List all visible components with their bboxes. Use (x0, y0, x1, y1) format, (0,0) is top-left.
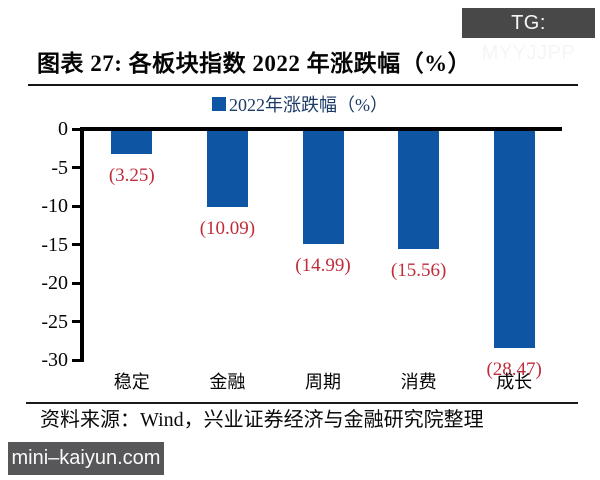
y-axis-tick (72, 320, 80, 323)
bar-value-label: (14.99) (295, 255, 351, 277)
chart-bar (206, 129, 248, 207)
legend-label: 2022年涨跌幅（%） (229, 95, 388, 115)
tg-watermark-badge: TG: MYYJJPP (462, 8, 595, 64)
y-axis-tick-label: -10 (41, 195, 68, 217)
x-axis-category-label: 金融 (209, 372, 246, 392)
figure-title-block: 图表 27: 各板块指数 2022 年涨跌幅（%） (28, 44, 578, 86)
figure-title: 图表 27: 各板块指数 2022 年涨跌幅（%） (37, 51, 472, 76)
x-axis-category-label: 周期 (305, 372, 341, 392)
y-axis-tick-label: -25 (41, 310, 68, 333)
y-axis-tick-label: -30 (41, 349, 68, 371)
bar-value-label: (3.25) (108, 165, 155, 187)
y-axis-tick (72, 358, 80, 362)
bar-value-label: (10.09) (199, 217, 256, 239)
chart-bar (493, 129, 535, 349)
y-axis-tick-label: -5 (51, 156, 68, 179)
source-note: 资料来源：Wind，兴业证券经济与金融研究院整理 (40, 409, 484, 431)
legend-marker-icon (212, 97, 226, 111)
source-divider (26, 402, 578, 404)
bar-value-label: (28.47) (486, 359, 542, 381)
y-axis-tick-label: -20 (41, 272, 68, 294)
chart-bar (398, 129, 440, 249)
y-axis-tick (72, 281, 80, 285)
y-axis-tick-label: -15 (41, 233, 68, 256)
x-axis-category-label: 成长 (496, 372, 533, 392)
y-axis-tick-label: 0 (58, 118, 68, 140)
y-axis-line (80, 127, 84, 362)
zero-baseline (80, 127, 562, 131)
x-axis-category-label: 稳定 (113, 372, 150, 392)
chart-legend: 2022年涨跌幅（%） (0, 92, 600, 116)
y-axis-tick (72, 204, 80, 208)
y-axis-tick (72, 166, 80, 169)
bar-value-label: (15.56) (390, 259, 447, 281)
site-watermark-badge: mini–kaiyun.com (8, 442, 164, 475)
chart-bar (302, 129, 344, 245)
y-axis-tick (72, 127, 80, 131)
x-axis-category-label: 消费 (400, 372, 437, 392)
chart-bar (111, 129, 153, 155)
y-axis-tick (72, 243, 80, 246)
